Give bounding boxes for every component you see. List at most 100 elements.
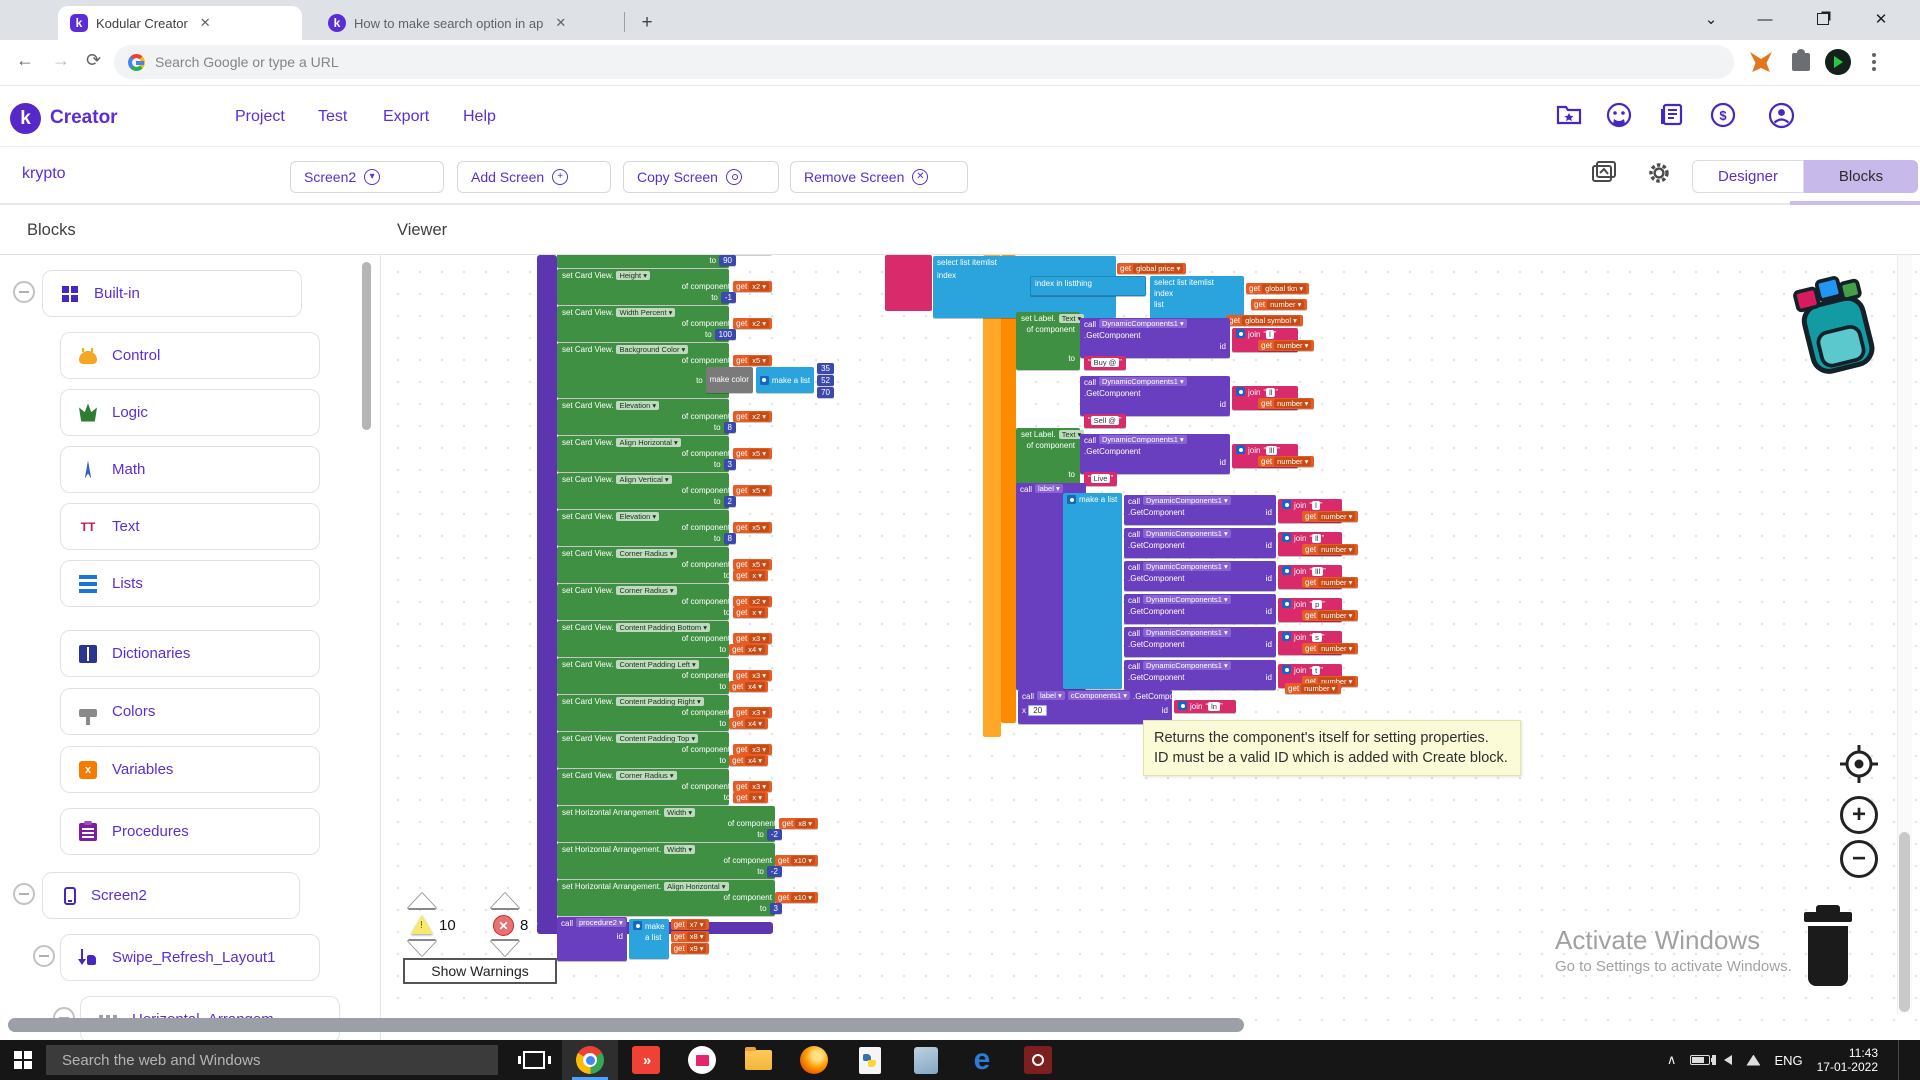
monetization-icon[interactable]: $ [1710,102,1736,133]
sidebar-item-lists[interactable]: Lists [60,560,320,607]
sidebar-item-built-in[interactable]: Built-in [42,270,302,317]
sidebar-scrollbar-thumb[interactable] [362,262,371,430]
page-horizontal-scrollbar-thumb[interactable] [8,1018,1244,1032]
battery-icon[interactable] [1690,1055,1714,1065]
address-bar[interactable]: Search Google or type a URL [114,45,1734,79]
back-icon[interactable]: ← [16,50,34,70]
call-label-getcomponent-block[interactable]: call label ▾ cComponents1 ▾ .GetComponent x … [1018,690,1190,724]
set-property-block[interactable]: set Card View. Content Padding Bottom ▾ of… [557,621,772,657]
dynamic-getcomponent-block[interactable]: call DynamicComponents1 ▾ .GetComponent id [1124,561,1276,591]
error-up-arrow[interactable] [491,893,519,908]
language-indicator[interactable]: ENG [1774,1052,1803,1068]
forward-icon[interactable]: → [52,50,70,70]
backpack-icon[interactable] [1772,268,1897,393]
taskbar-icon-firefox[interactable] [786,1040,842,1080]
sidebar-item-swipe-refresh-layout1[interactable]: Swipe_Refresh_Layout1 [60,934,320,981]
browser-profile-avatar[interactable] [1825,49,1851,75]
kodular-logo[interactable]: k [10,103,41,134]
text-literal-block[interactable]: “Sell @” [1084,414,1126,428]
tab-search-chevron-icon[interactable]: ⌄ [1704,11,1718,28]
copy-screen-button[interactable]: Copy Screen [623,161,779,193]
call-procedure-block[interactable]: call procedure2 ▾ id make a list get x7 ▾ get x… [557,917,710,961]
dynamic-getcomponent-block[interactable]: call DynamicComponents1 ▾ .GetComponent id [1124,528,1276,558]
dynamic-getcomponent-block[interactable]: call DynamicComponents1 ▾ .GetComponent id [1080,376,1230,416]
taskbar-clock[interactable]: 11:43 17-01-2022 [1816,1046,1878,1074]
extensions-icon[interactable] [1792,49,1810,71]
join-block[interactable]: join “ll” get number ▾ [1278,532,1359,556]
dynamic-getcomponent-block[interactable]: call DynamicComponents1 ▾ .GetComponent id [1080,434,1230,474]
assets-icon[interactable] [1591,160,1617,189]
set-property-block[interactable]: set Card View. Corner Radius ▾ of componen… [557,769,772,805]
warning-up-arrow[interactable] [408,893,436,908]
dynamic-getcomponent-block[interactable]: call DynamicComponents1 ▾ .GetComponent id [1080,318,1230,358]
account-icon[interactable] [1768,102,1795,134]
zoom-out-button[interactable]: − [1840,840,1878,878]
tab-close-icon[interactable]: ✕ [199,15,211,30]
sidebar-item-screen2[interactable]: Screen2 [42,872,300,919]
menu-export[interactable]: Export [383,108,430,125]
join-block[interactable]: join “l” get number ▾ [1232,328,1315,352]
remove-screen-button[interactable]: Remove Screen ✕ [790,161,968,193]
join-block[interactable]: join “lll” get number ▾ [1278,565,1359,589]
dynamic-getcomponent-block[interactable]: call DynamicComponents1 ▾ .GetComponent id [1124,660,1276,690]
sidebar-item-math[interactable]: Math [60,446,320,493]
set-property-block[interactable]: set Card View. Content Padding Right ▾ of … [557,695,772,731]
collapse-icon[interactable] [13,281,35,303]
zoom-in-button[interactable]: + [1840,796,1878,834]
sidebar-item-logic[interactable]: Logic [60,389,320,436]
start-button[interactable] [0,1040,46,1080]
add-screen-button[interactable]: Add Screen + [457,161,611,193]
menu-help[interactable]: Help [463,108,496,125]
join-block[interactable]: join “l” get number ▾ [1278,499,1359,523]
set-property-block[interactable]: set Card View. Elevation ▾ of component get… [557,510,772,546]
show-warnings-button[interactable]: Show Warnings [403,958,557,984]
set-property-block[interactable]: set Horizontal Arrangement. Align Horizon… [557,880,818,916]
taskbar-icon-file-explorer[interactable] [730,1040,786,1080]
sidebar-item-colors[interactable]: Colors [60,688,320,735]
tab-close-icon[interactable]: ✕ [555,15,567,30]
close-window-button[interactable]: ✕ [1874,11,1888,28]
error-down-arrow[interactable] [491,941,519,956]
set-property-block[interactable]: set Card View. Content Padding Left ▾ of c… [557,658,772,694]
text-literal-block[interactable]: “Buy @” [1084,356,1126,370]
trash-icon[interactable] [1792,903,1864,996]
support-icon[interactable] [1606,102,1632,133]
set-property-block[interactable]: set Card View. Align Horizontal ▾ of compo… [557,436,772,472]
set-property-block[interactable]: set Card View. Content Padding Top ▾ of co… [557,732,772,768]
viewer-vertical-scrollbar[interactable] [1897,255,1912,1014]
make-a-list-block[interactable]: make a list [1063,493,1122,689]
set-property-block[interactable]: set Card View. Elevation ▾ of component get… [557,399,772,435]
screen-select-button[interactable]: Screen2 ▾ [290,161,444,193]
taskbar-icon-edge[interactable]: e [973,1043,991,1076]
sidebar-item-procedures[interactable]: Procedures [60,808,320,855]
set-property-block[interactable]: set Card View. Height ▾ of component get x2 … [557,269,772,305]
sidebar-item-text[interactable]: TT Text [60,503,320,550]
tray-expand-icon[interactable]: ∧ [1666,1052,1677,1067]
warning-down-arrow[interactable] [408,941,436,956]
volume-icon[interactable] [1712,1055,1733,1065]
text-literal-block[interactable]: “Live” [1084,472,1118,486]
menu-test[interactable]: Test [318,108,348,125]
join-block[interactable]: join “ll” get number ▾ [1232,386,1315,410]
join-block[interactable]: join “lll” get number ▾ [1232,444,1315,468]
taskbar-search-input[interactable]: Search the web and Windows [46,1045,498,1075]
project-folder-icon[interactable] [1556,102,1582,131]
news-icon[interactable] [1658,102,1684,133]
taskbar-icon-python[interactable] [842,1040,898,1080]
sidebar-item-dictionaries[interactable]: Dictionaries [60,630,320,677]
metamask-extension-icon[interactable] [1750,52,1772,72]
dynamic-getcomponent-block[interactable]: call DynamicComponents1 ▾ .GetComponent id [1124,495,1276,525]
set-property-block[interactable]: set Card View. Corner Radius ▾ of componen… [557,584,772,620]
set-property-block[interactable]: set Card View. Align Vertical ▾ of compone… [557,473,772,509]
join-block[interactable]: join “s” get number ▾ [1278,631,1359,655]
set-property-block[interactable]: set Card View. Width Percent ▾ of componen… [557,306,772,342]
tab-kodular-creator[interactable]: k Kodular Creator ✕ [58,6,302,40]
designer-tab-button[interactable]: Designer [1692,160,1804,193]
dynamic-getcomponent-block[interactable]: call DynamicComponents1 ▾ .GetComponent id [1124,627,1276,657]
minimize-button[interactable]: — [1757,10,1773,28]
tab-how-to-search[interactable]: k How to make search option in ap ✕ [316,6,616,40]
